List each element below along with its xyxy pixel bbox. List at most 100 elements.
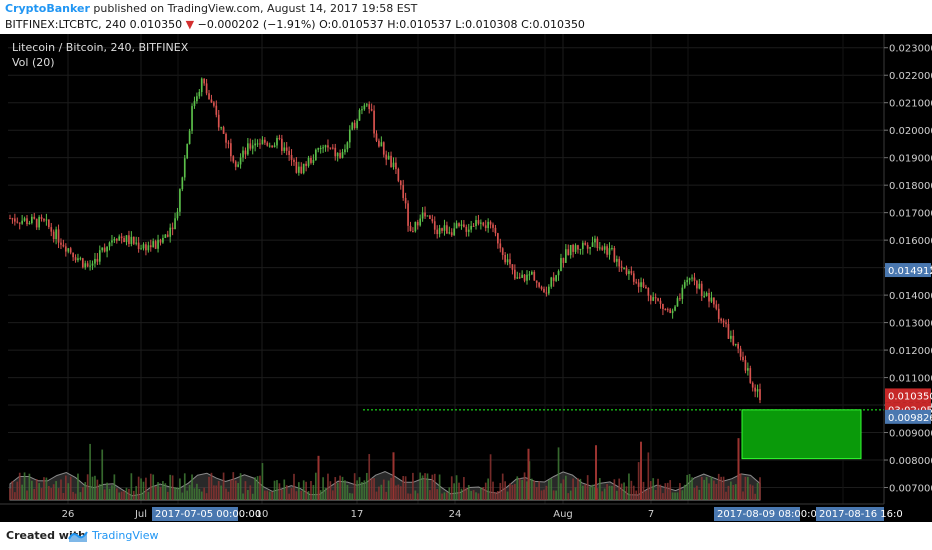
- volume-bar: [11, 481, 14, 500]
- volume-bar: [273, 480, 276, 500]
- volume-bar: [305, 481, 307, 500]
- volume-bar: [50, 488, 53, 500]
- candle-body: [404, 197, 407, 204]
- volume-bar: [395, 485, 397, 500]
- candle-body: [598, 247, 601, 249]
- volume-bar: [162, 481, 164, 500]
- volume-bar: [249, 485, 252, 500]
- last-price-tag: 0.010350: [888, 391, 932, 402]
- volume-bar: [101, 449, 104, 500]
- candle-body: [128, 235, 130, 244]
- volume-bar: [645, 490, 647, 500]
- candle-body: [679, 298, 681, 300]
- candle-body: [103, 247, 106, 252]
- candle-body: [552, 277, 555, 281]
- candle-body: [147, 245, 150, 251]
- candle-body: [62, 244, 65, 247]
- volume-bar: [132, 490, 135, 500]
- candle-body: [101, 247, 104, 251]
- candle-body: [409, 225, 412, 232]
- candle-body: [640, 282, 642, 287]
- tradingview-brand[interactable]: TradingView: [92, 529, 159, 542]
- volume-bar: [647, 452, 650, 500]
- candle-body: [81, 258, 84, 268]
- price-tick-label: 0.017000: [889, 209, 932, 220]
- volume-bar: [455, 475, 458, 500]
- candle-body: [305, 163, 307, 166]
- volume-label: Vol (20): [12, 56, 55, 69]
- candle-body: [77, 258, 79, 261]
- price-tick-label: 0.011000: [889, 374, 932, 385]
- time-tick-label: Jul: [134, 509, 147, 520]
- volume-bar: [494, 492, 497, 500]
- candle-body: [504, 254, 506, 263]
- candle-body: [487, 221, 490, 229]
- price-tick-label: 0.018000: [889, 181, 932, 192]
- price-tick-label: 0.009000: [889, 429, 932, 440]
- candle-body: [378, 140, 380, 147]
- volume-bar: [18, 472, 21, 500]
- target-zone[interactable]: [741, 409, 862, 460]
- author-link[interactable]: CryptoBanker: [5, 2, 90, 15]
- candle-body: [710, 297, 713, 302]
- volume-bar: [601, 491, 604, 500]
- candle-body: [611, 248, 613, 250]
- candle-body: [446, 225, 448, 234]
- volume-bar: [387, 480, 390, 500]
- candle-body: [700, 283, 703, 296]
- candle-body: [387, 155, 390, 160]
- volume-bar: [77, 473, 79, 500]
- candle-body: [545, 292, 548, 294]
- volume-bar: [569, 490, 572, 500]
- candlestick-chart[interactable]: 0.023000 0.022000 0.021000 0.020000 0.019000…: [0, 34, 932, 522]
- chart-area[interactable]: 0.023000 0.022000 0.021000 0.020000 0.019000…: [0, 34, 932, 522]
- volume-bar: [725, 491, 727, 500]
- candle-body: [730, 335, 732, 339]
- volume-bar: [555, 490, 557, 500]
- volume-bar: [399, 486, 402, 500]
- candle-body: [276, 137, 278, 146]
- candle-body: [555, 275, 557, 281]
- candle-body: [23, 218, 26, 221]
- candle-body: [722, 320, 725, 323]
- candle-body: [227, 142, 230, 144]
- candle-body: [261, 139, 264, 145]
- candle-body: [477, 220, 480, 224]
- volume-bar: [453, 483, 456, 500]
- volume-bar: [60, 479, 62, 500]
- volume-bar: [521, 479, 523, 500]
- candle-body: [693, 277, 696, 281]
- volume-bar: [147, 491, 150, 500]
- volume-bar: [458, 482, 460, 500]
- time-marker-label: 2017-08-16 16:0: [819, 509, 903, 520]
- price-tick-label: 0.013000: [889, 319, 932, 330]
- open-value: O:0.010537: [319, 18, 384, 31]
- candle-body: [353, 122, 356, 129]
- candle-body: [215, 105, 218, 115]
- candle-body: [259, 143, 261, 145]
- candle-body: [465, 226, 468, 232]
- volume-bar: [441, 493, 443, 500]
- candle-body: [737, 343, 740, 349]
- candle-body: [676, 298, 679, 307]
- quote-line: BITFINEX:LTCBTC, 240 0.010350 ▼ −0.00020…: [5, 18, 585, 31]
- volume-bar: [501, 473, 504, 500]
- volume-bar: [749, 484, 752, 500]
- candle-body: [145, 244, 147, 251]
- volume-spike: [317, 455, 320, 500]
- volume-bar: [613, 479, 616, 500]
- volume-bar: [324, 487, 327, 500]
- volume-bar: [489, 454, 492, 500]
- down-arrow-icon: ▼: [185, 18, 195, 31]
- volume-bar: [43, 477, 45, 500]
- volume-bar: [259, 475, 261, 500]
- volume-bar: [125, 487, 128, 500]
- volume-spike: [737, 438, 740, 500]
- volume-bar: [710, 476, 713, 500]
- volume-bar: [589, 486, 591, 500]
- candle-body: [424, 212, 426, 217]
- volume-bar: [540, 490, 543, 500]
- tradingview-logo-icon: [68, 531, 88, 542]
- candle-body: [118, 236, 121, 241]
- volume-bar: [730, 481, 732, 500]
